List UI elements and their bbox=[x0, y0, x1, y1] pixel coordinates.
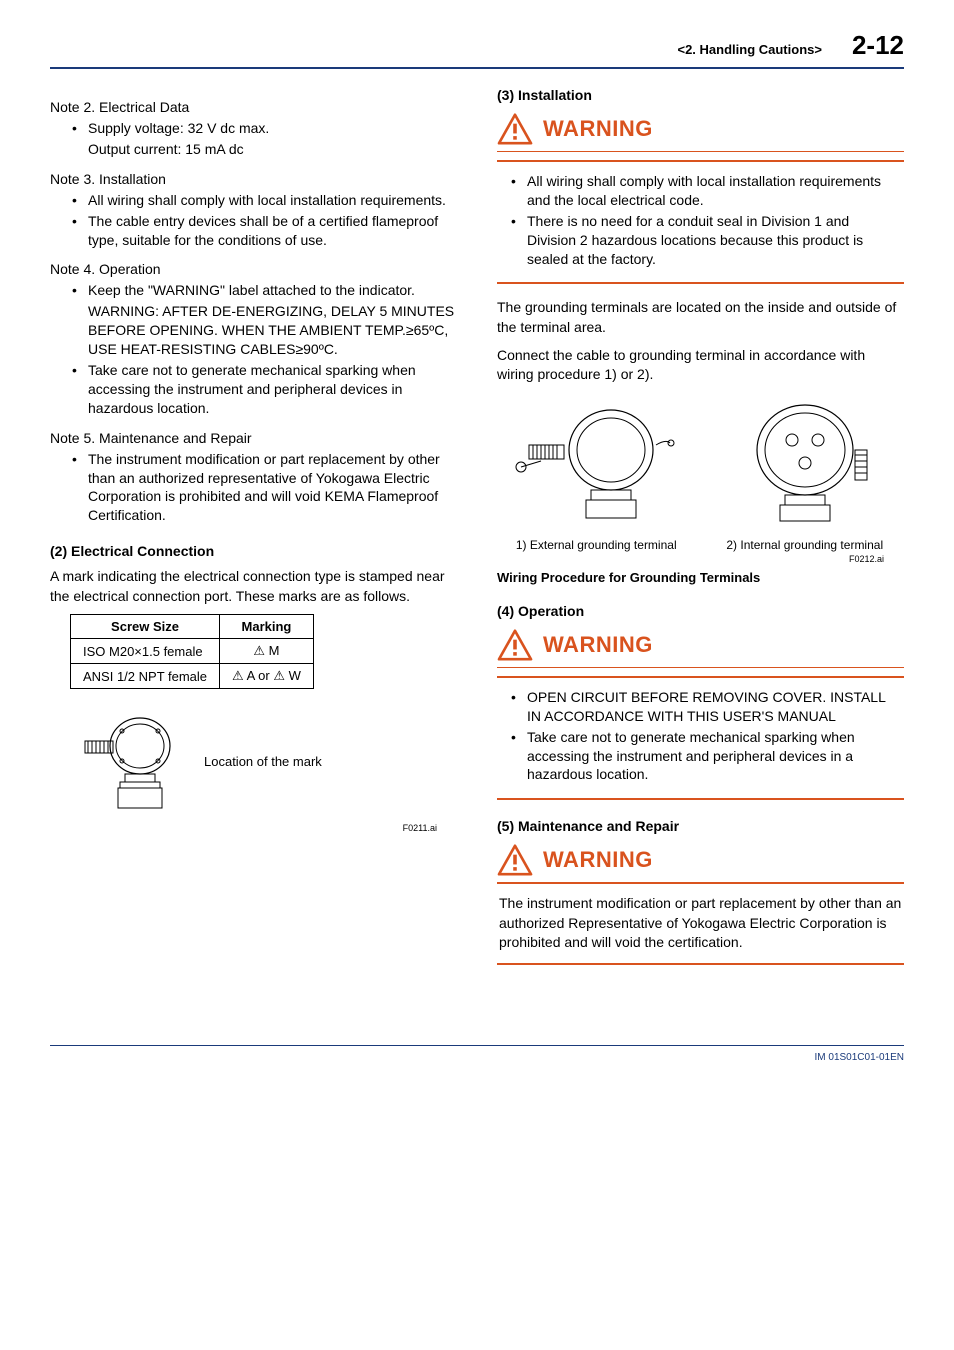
note3-list: All wiring shall comply with local insta… bbox=[50, 191, 457, 250]
warning-box-5: The instrument modification or part repl… bbox=[497, 882, 904, 965]
list-item: Output current: 15 mA dc bbox=[88, 140, 457, 159]
warning-label: WARNING bbox=[543, 116, 653, 142]
warning-icon bbox=[497, 629, 533, 661]
ground-int-label: 2) Internal grounding terminal bbox=[720, 538, 890, 552]
note3-title: Note 3. Installation bbox=[50, 171, 457, 187]
sec2-para: A mark indicating the electrical connect… bbox=[50, 567, 457, 606]
warning-box-4: OPEN CIRCUIT BEFORE REMOVING COVER. INST… bbox=[497, 676, 904, 800]
table-row: ANSI 1/2 NPT female ⚠ A or ⚠ W bbox=[71, 664, 314, 689]
note5-title: Note 5. Maintenance and Repair bbox=[50, 430, 457, 446]
th-screw: Screw Size bbox=[71, 615, 220, 639]
sec5-heading: (5) Maintenance and Repair bbox=[497, 818, 904, 834]
device-figure: Location of the mark bbox=[70, 701, 457, 821]
warning-header-3: WARNING bbox=[497, 113, 904, 152]
td-marking: ⚠ M bbox=[220, 639, 314, 664]
fig-title-grounding: Wiring Procedure for Grounding Terminals bbox=[497, 570, 904, 585]
td-screw: ANSI 1/2 NPT female bbox=[71, 664, 220, 689]
td-marking: ⚠ A or ⚠ W bbox=[220, 664, 314, 689]
sec3-para1: The grounding terminals are located on t… bbox=[497, 298, 904, 337]
warn4-list: OPEN CIRCUIT BEFORE REMOVING COVER. INST… bbox=[501, 688, 900, 784]
header-section: <2. Handling Cautions> bbox=[677, 42, 821, 57]
warning-box-3: All wiring shall comply with local insta… bbox=[497, 160, 904, 284]
warning-label: WARNING bbox=[543, 632, 653, 658]
note2-list: Supply voltage: 32 V dc max. Output curre… bbox=[50, 119, 457, 159]
page-header: <2. Handling Cautions> 2-12 bbox=[50, 30, 904, 69]
table-row: ISO M20×1.5 female ⚠ M bbox=[71, 639, 314, 664]
sec4-heading: (4) Operation bbox=[497, 603, 904, 619]
sec3-heading: (3) Installation bbox=[497, 87, 904, 103]
th-marking: Marking bbox=[220, 615, 314, 639]
note2-title: Note 2. Electrical Data bbox=[50, 99, 457, 115]
right-column: (3) Installation WARNING All wiring shal… bbox=[497, 87, 904, 965]
list-item: All wiring shall comply with local insta… bbox=[88, 191, 457, 210]
list-item: Supply voltage: 32 V dc max. bbox=[88, 119, 457, 138]
warning-label: WARNING bbox=[543, 847, 653, 873]
list-item: WARNING: AFTER DE-ENERGIZING, DELAY 5 MI… bbox=[88, 302, 457, 359]
note4-title: Note 4. Operation bbox=[50, 261, 457, 277]
warning-header-5: WARNING bbox=[497, 844, 904, 882]
sec2-heading: (2) Electrical Connection bbox=[50, 543, 457, 559]
warning-icon bbox=[497, 113, 533, 145]
warn5-para: The instrument modification or part repl… bbox=[499, 894, 902, 953]
list-item: All wiring shall comply with local insta… bbox=[527, 172, 900, 210]
ground-ext-illustration bbox=[511, 395, 681, 535]
note5-list: The instrument modification or part repl… bbox=[50, 450, 457, 526]
marking-table: Screw Size Marking ISO M20×1.5 female ⚠ … bbox=[70, 614, 314, 689]
ground-ext-item: 1) External grounding terminal bbox=[511, 395, 681, 552]
list-item: Keep the "WARNING" label attached to the… bbox=[88, 281, 457, 300]
td-screw: ISO M20×1.5 female bbox=[71, 639, 220, 664]
fig-id-right: F0212.ai bbox=[497, 554, 884, 564]
warning-icon bbox=[497, 844, 533, 876]
list-item: There is no need for a conduit seal in D… bbox=[527, 212, 900, 269]
list-item: Take care not to generate mechanical spa… bbox=[88, 361, 457, 418]
ground-int-item: 2) Internal grounding terminal bbox=[720, 395, 890, 552]
doc-id: IM 01S01C01-01EN bbox=[815, 1052, 905, 1063]
left-column: Note 2. Electrical Data Supply voltage: … bbox=[50, 87, 457, 965]
warning-header-4: WARNING bbox=[497, 629, 904, 668]
list-item: The cable entry devices shall be of a ce… bbox=[88, 212, 457, 250]
content-columns: Note 2. Electrical Data Supply voltage: … bbox=[50, 87, 904, 965]
fig-id-left: F0211.ai bbox=[50, 823, 437, 833]
list-item: OPEN CIRCUIT BEFORE REMOVING COVER. INST… bbox=[527, 688, 900, 726]
ground-int-illustration bbox=[720, 395, 890, 535]
sec3-para2: Connect the cable to grounding terminal … bbox=[497, 346, 904, 385]
device-illustration bbox=[70, 701, 190, 821]
warn3-list: All wiring shall comply with local insta… bbox=[501, 172, 900, 268]
ground-ext-label: 1) External grounding terminal bbox=[511, 538, 681, 552]
list-item: The instrument modification or part repl… bbox=[88, 450, 457, 526]
grounding-figure: 1) External grounding terminal 2) Intern… bbox=[497, 395, 904, 552]
note4-list: Keep the "WARNING" label attached to the… bbox=[50, 281, 457, 417]
mark-location-label: Location of the mark bbox=[204, 754, 322, 769]
header-page: 2-12 bbox=[852, 30, 904, 61]
list-item: Take care not to generate mechanical spa… bbox=[527, 728, 900, 785]
page-footer: IM 01S01C01-01EN bbox=[50, 1045, 904, 1063]
